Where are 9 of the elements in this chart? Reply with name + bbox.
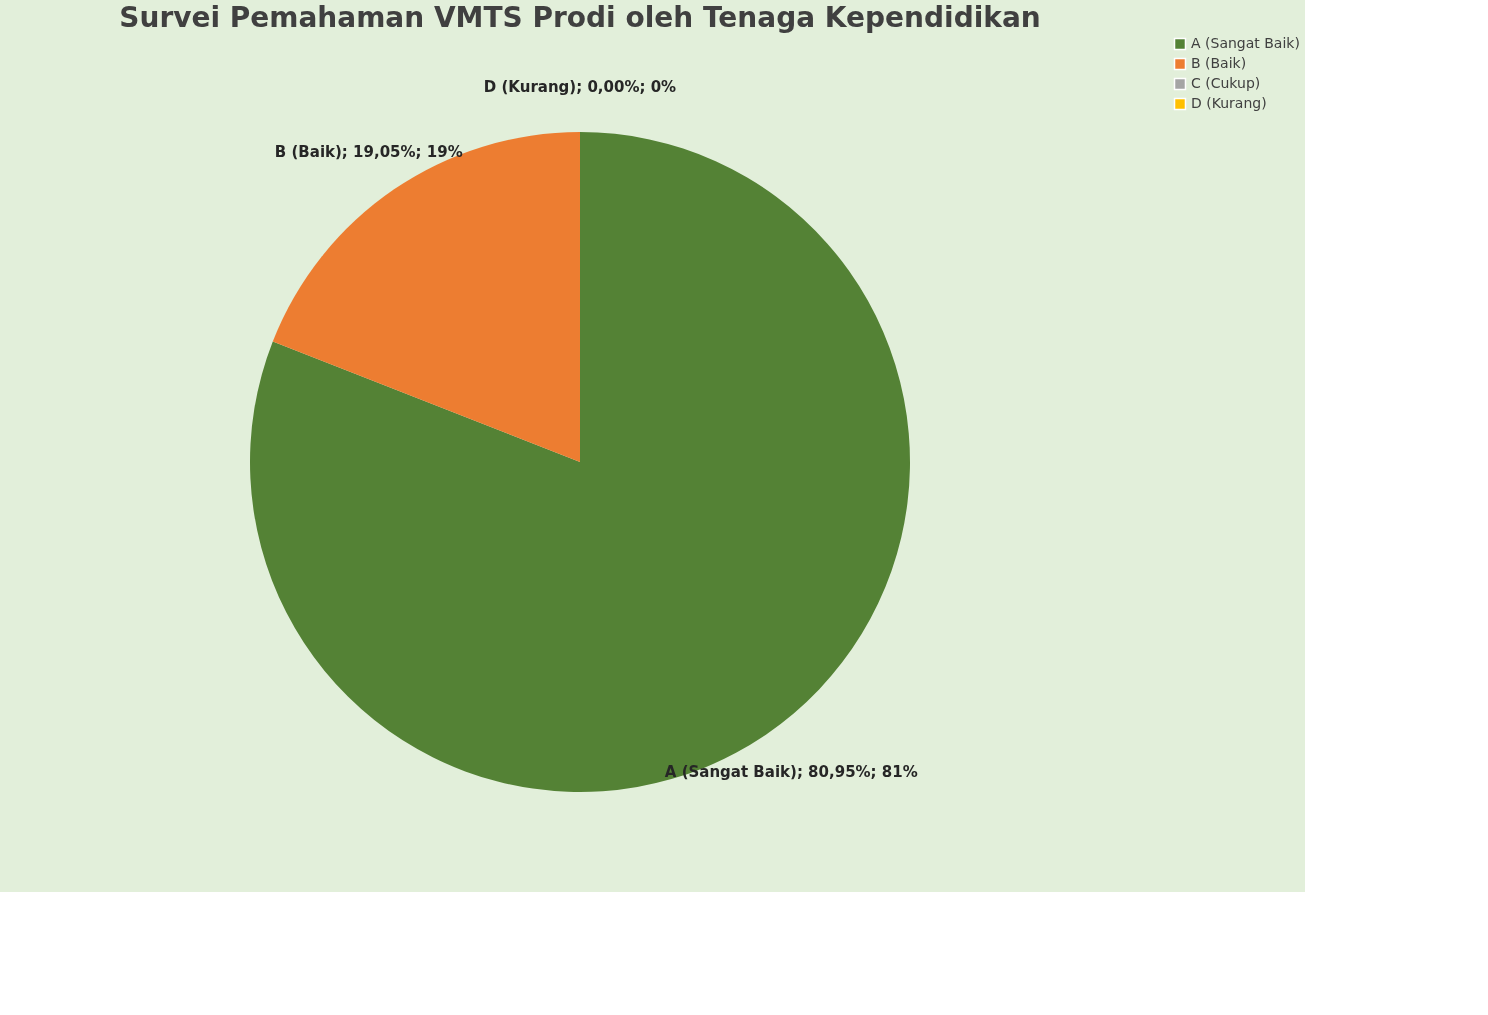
data-label: A (Sangat Baik); 80,95%; 81% [664,762,918,781]
chart-title: Survei Pemahaman VMTS Prodi oleh Tenaga Kependidikan [119,1,1041,34]
pie-slice [272,132,580,462]
legend-label: D (Kurang) [1191,95,1267,111]
legend-label: C (Cukup) [1191,75,1261,91]
data-label: B (Baik); 19,05%; 19% [274,143,463,162]
legend-label: A (Sangat Baik) [1191,35,1300,51]
text: D (Kurang); 0,00%; 0% [483,78,677,96]
legend-label: B (Baik) [1191,55,1247,71]
